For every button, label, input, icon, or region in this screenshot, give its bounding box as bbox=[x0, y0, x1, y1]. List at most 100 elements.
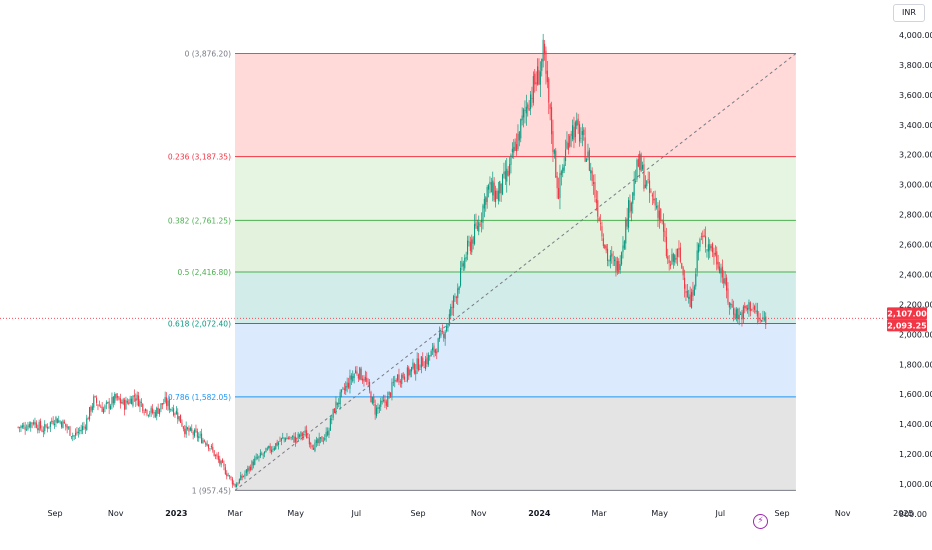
candle-body bbox=[320, 437, 322, 439]
candle-body bbox=[650, 191, 652, 193]
candle-body bbox=[630, 202, 632, 212]
fib-level-label: 0.5 (2,416.80) bbox=[177, 268, 231, 277]
lightning-icon[interactable]: ⚡ bbox=[753, 514, 768, 529]
candle-body bbox=[278, 442, 280, 445]
price-axis[interactable]: 4,000.00 3,800.00 3,600.00 3,400.00 3,200.00… bbox=[899, 31, 932, 519]
candle-body bbox=[384, 399, 386, 403]
candle-body bbox=[423, 367, 425, 369]
candle-body bbox=[226, 473, 228, 477]
candle-body bbox=[381, 401, 383, 403]
candle-body bbox=[248, 466, 250, 471]
candle-body bbox=[488, 185, 490, 190]
candle-body bbox=[411, 367, 413, 372]
candle-body bbox=[541, 58, 543, 71]
candle-body bbox=[297, 433, 299, 439]
candle-body bbox=[27, 425, 29, 430]
candle-body bbox=[84, 426, 86, 429]
candle-body bbox=[434, 349, 436, 353]
candle-body bbox=[341, 389, 343, 393]
candle-body bbox=[674, 255, 676, 263]
fib-level-label: 0.236 (3,187.35) bbox=[168, 153, 231, 162]
candle-body bbox=[723, 278, 725, 284]
candle-body bbox=[755, 310, 757, 312]
candle-body bbox=[521, 115, 523, 121]
candle-body bbox=[455, 297, 457, 299]
candle-body bbox=[203, 440, 205, 442]
candle-body bbox=[349, 375, 351, 389]
candle-body bbox=[453, 296, 455, 308]
candle-body bbox=[304, 430, 306, 433]
x-tick-label: Jul bbox=[351, 509, 362, 518]
candle-body bbox=[615, 257, 617, 272]
candle-body bbox=[647, 179, 649, 180]
candle-body bbox=[181, 422, 183, 427]
x-tick-label: 2023 bbox=[165, 509, 187, 518]
candle-body bbox=[504, 171, 506, 180]
candle-body bbox=[96, 397, 98, 403]
candle-body bbox=[103, 408, 105, 413]
candle-body bbox=[748, 302, 750, 310]
candle-body bbox=[479, 224, 481, 226]
candle-body bbox=[444, 331, 446, 339]
candle-body bbox=[324, 437, 326, 440]
currency-button[interactable]: INR bbox=[893, 4, 925, 22]
candle-body bbox=[105, 402, 107, 404]
candle-body bbox=[670, 264, 672, 266]
y-tick-label: 1,600.00 bbox=[899, 390, 932, 399]
candle-body bbox=[219, 458, 221, 464]
candle-body bbox=[143, 412, 145, 413]
candle-body bbox=[696, 250, 698, 272]
candle-body bbox=[94, 396, 96, 397]
time-axis[interactable]: Sep Nov 2023 Mar May Jul Sep Nov 2024 Mar May Jul Se… bbox=[47, 509, 913, 518]
candle-body bbox=[532, 75, 534, 103]
candle-body bbox=[68, 427, 70, 429]
fib-zone bbox=[235, 323, 796, 397]
candle-body bbox=[415, 370, 417, 375]
candle-body bbox=[597, 200, 599, 217]
candle-body bbox=[110, 405, 112, 410]
candle-body bbox=[234, 484, 236, 487]
candle-body bbox=[623, 241, 625, 249]
candle-body bbox=[173, 408, 175, 416]
candle-body bbox=[374, 404, 376, 415]
candle-body bbox=[679, 247, 681, 262]
candle-body bbox=[660, 208, 662, 221]
candle-body bbox=[243, 476, 245, 477]
candle-body bbox=[145, 408, 147, 412]
candle-body bbox=[601, 226, 603, 237]
candle-body bbox=[653, 198, 655, 201]
candle-body bbox=[276, 441, 278, 446]
candle-body bbox=[192, 432, 194, 435]
candle-body bbox=[257, 457, 259, 459]
candle-body bbox=[408, 367, 410, 376]
candle-body bbox=[583, 129, 585, 136]
candle-body bbox=[373, 396, 375, 403]
candle-body bbox=[530, 94, 532, 110]
candle-body bbox=[566, 141, 568, 149]
candle-body bbox=[332, 408, 334, 418]
candle-body bbox=[482, 205, 484, 223]
candle-body bbox=[194, 429, 196, 437]
candle-body bbox=[684, 277, 686, 289]
candle-body bbox=[371, 397, 373, 404]
candle-body bbox=[714, 252, 716, 255]
candle-body bbox=[286, 437, 288, 440]
candle-body bbox=[535, 82, 537, 85]
candle-body bbox=[608, 260, 610, 262]
candle-body bbox=[196, 431, 198, 438]
candle-body bbox=[227, 475, 229, 477]
candle-body bbox=[692, 289, 694, 297]
candle-body bbox=[220, 460, 222, 465]
candle-body bbox=[398, 374, 400, 383]
candle-body bbox=[686, 290, 688, 298]
candle-body bbox=[517, 133, 519, 150]
candle-body bbox=[511, 148, 513, 153]
candle-body bbox=[728, 302, 730, 308]
fib-level-label: 0 (3,876.20) bbox=[185, 50, 231, 59]
candle-body bbox=[700, 236, 702, 237]
candle-body bbox=[350, 375, 352, 380]
candle-body bbox=[282, 437, 284, 439]
candle-body bbox=[171, 409, 173, 411]
candle-body bbox=[496, 190, 498, 199]
